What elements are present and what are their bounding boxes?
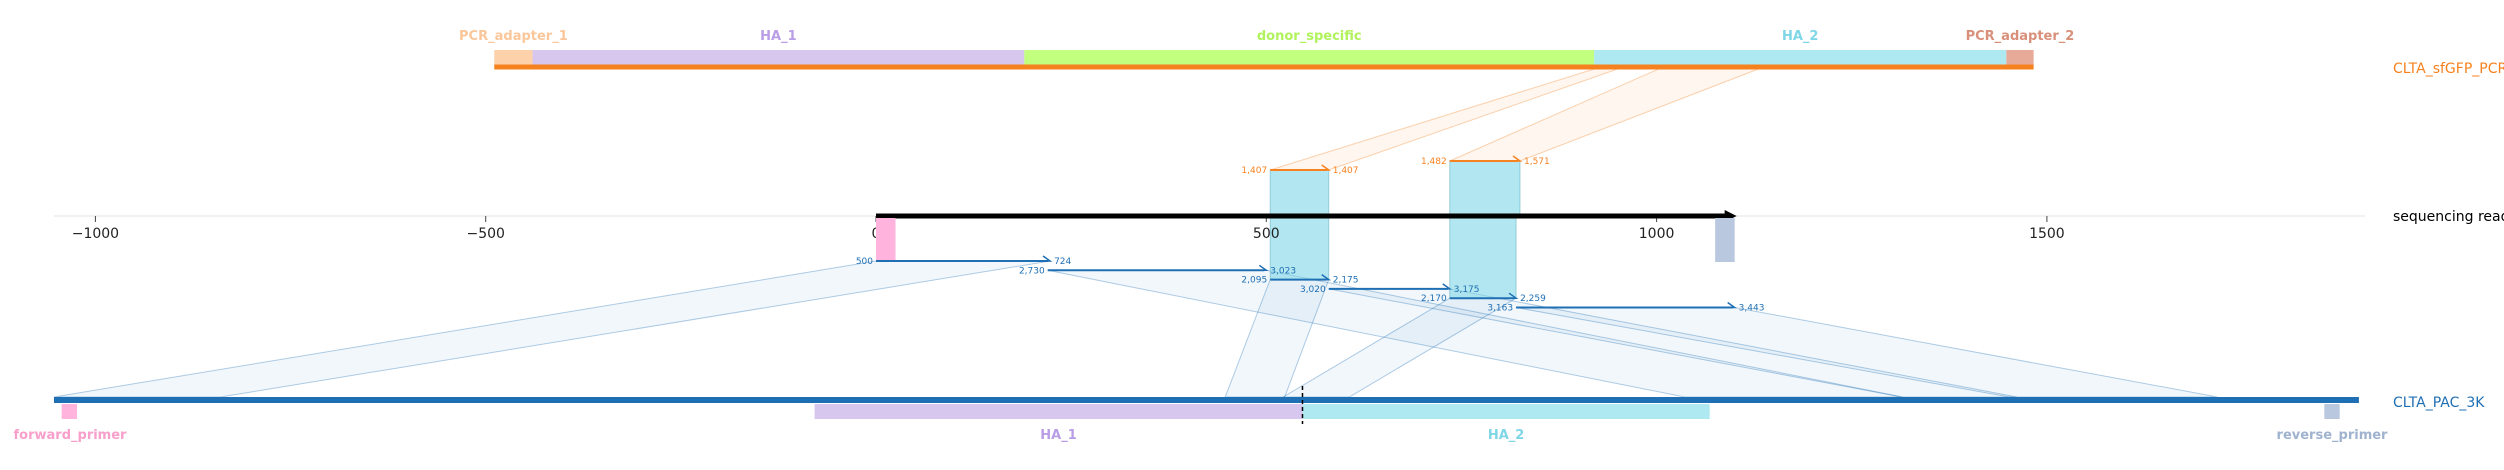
alignment-arrowhead-6 bbox=[1508, 292, 1519, 299]
alignment-arrows: 1,407 1,407 1,482 1,571 500 724 2,730 3,0232,09… bbox=[856, 155, 1765, 314]
alignment-arrowhead-1 bbox=[1512, 155, 1523, 162]
bottom-track-line bbox=[54, 397, 2359, 403]
top-feature-label: HA_2 bbox=[1782, 29, 1819, 44]
top-feature-4 bbox=[2006, 50, 2034, 65]
bottom-feature-0 bbox=[61, 404, 78, 419]
bottom-feature-label: forward_primer bbox=[14, 428, 128, 443]
top-feature-label: PCR_adapter_2 bbox=[1966, 29, 2075, 44]
alignment-end-label: 724 bbox=[1054, 257, 1071, 267]
top-feature-label: donor_specific bbox=[1257, 29, 1362, 44]
read-axis: −1000−500050010001500 bbox=[54, 210, 2365, 262]
alignment-start-label: 2,170 bbox=[1421, 294, 1447, 304]
alignment-arrowhead-3 bbox=[1258, 264, 1269, 272]
top-feature-label: PCR_adapter_1 bbox=[459, 29, 568, 44]
bottom-feature-label: HA_2 bbox=[1488, 428, 1525, 443]
alignment-arrowhead-7 bbox=[1727, 301, 1738, 309]
top-track-line bbox=[494, 64, 2034, 70]
axis-tick-label: −500 bbox=[466, 226, 504, 242]
axis-tick-label: 500 bbox=[1253, 226, 1280, 242]
alignment-end-label: 3,175 bbox=[1454, 285, 1480, 295]
bottom-feature-label: reverse_primer bbox=[2277, 428, 2389, 443]
alignment-column-6 bbox=[1449, 215, 1517, 299]
top-feature-3 bbox=[1594, 50, 2007, 65]
alignment-end-label: 2,175 bbox=[1333, 276, 1359, 286]
read-axis-name: sequencing read bbox=[2393, 209, 2504, 225]
alignment-end-label: 1,407 bbox=[1333, 166, 1359, 176]
read-marker-0 bbox=[876, 218, 896, 262]
axis-tick-label: −1000 bbox=[72, 226, 119, 242]
alignment-band-1 bbox=[1449, 68, 1759, 162]
read-marker-1 bbox=[1715, 218, 1735, 262]
alignment-start-label: 500 bbox=[856, 257, 873, 267]
top-feature-label: HA_1 bbox=[760, 29, 797, 44]
alignment-bands bbox=[53, 68, 2218, 398]
reference-tracks: PCR_adapter_1 HA_1 donor_specific HA_2 PCR_a… bbox=[14, 29, 2389, 443]
alignment-arrowhead-4 bbox=[1321, 273, 1332, 281]
top-track-name: CLTA_sfGFP_PCR bbox=[2393, 61, 2504, 77]
alignment-end-label: 3,023 bbox=[1270, 266, 1296, 276]
alignment-start-label: 3,163 bbox=[1487, 304, 1513, 314]
alignment-arrowhead-0 bbox=[1321, 164, 1332, 171]
alignment-arrowhead-2 bbox=[1042, 255, 1053, 262]
bottom-feature-2 bbox=[1302, 404, 1710, 419]
alignment-start-label: 3,020 bbox=[1300, 285, 1326, 295]
top-feature-1 bbox=[532, 50, 1025, 65]
top-feature-2 bbox=[1024, 50, 1595, 65]
axis-tick-label: 1000 bbox=[1639, 226, 1675, 242]
alignment-column-0 bbox=[1269, 169, 1330, 217]
alignment-band-2 bbox=[53, 260, 1051, 398]
alignment-start-label: 2,730 bbox=[1019, 266, 1045, 276]
top-feature-0 bbox=[494, 50, 533, 65]
bottom-feature-1 bbox=[814, 404, 1303, 419]
alignment-end-label: 3,443 bbox=[1739, 304, 1765, 314]
bottom-track-name: CLTA_PAC_3K bbox=[2393, 395, 2485, 411]
alignment-start-label: 1,482 bbox=[1421, 157, 1447, 167]
alignment-end-label: 2,259 bbox=[1520, 294, 1546, 304]
alignment-arrowhead-5 bbox=[1442, 283, 1453, 290]
axis-tick-label: 1500 bbox=[2029, 226, 2065, 242]
alignment-start-label: 2,095 bbox=[1241, 276, 1267, 286]
bottom-feature-3 bbox=[2324, 404, 2340, 419]
alignment-end-label: 1,571 bbox=[1524, 157, 1550, 167]
bottom-feature-label: HA_1 bbox=[1040, 428, 1077, 443]
alignment-column-1 bbox=[1449, 160, 1521, 217]
alignment-start-label: 1,407 bbox=[1241, 166, 1267, 176]
track-labels: CLTA_sfGFP_PCR sequencing read CLTA_PAC_… bbox=[2393, 61, 2504, 411]
